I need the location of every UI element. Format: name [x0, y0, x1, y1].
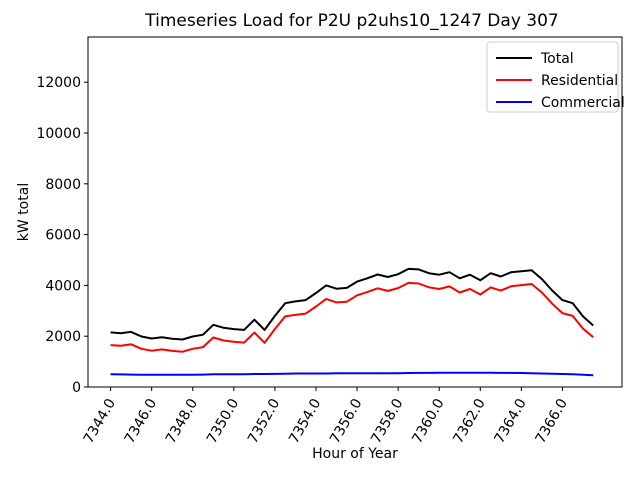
- legend-label-commercial: Commercial: [541, 95, 625, 111]
- x-tick-label: 7348.0: [163, 396, 201, 446]
- series-line-residential: [110, 281, 594, 353]
- x-tick-label: 7366.0: [533, 396, 571, 446]
- plot-frame: [87, 36, 623, 388]
- x-tick-label: 7362.0: [450, 396, 488, 446]
- chart-title: Timeseries Load for P2U p2uhs10_1247 Day…: [144, 11, 558, 31]
- x-tick-label: 7354.0: [286, 396, 324, 446]
- data-series: [110, 267, 594, 377]
- x-tick-label: 7358.0: [368, 396, 406, 446]
- y-tick-label: 0: [72, 380, 81, 396]
- x-tick-label: 7360.0: [409, 396, 447, 446]
- legend-box: [486, 41, 619, 113]
- x-axis-label: Hour of Year: [312, 446, 398, 462]
- y-tick-label: 10000: [36, 126, 81, 142]
- legend-label-total: Total: [540, 51, 574, 67]
- x-tick-label: 7344.0: [81, 396, 119, 446]
- legend-label-residential: Residential: [541, 73, 618, 89]
- x-tick-label: 7352.0: [245, 396, 283, 446]
- legend: Total Residential Commercial: [486, 41, 625, 113]
- y-tick-label: 12000: [36, 75, 81, 91]
- series-line-commercial: [110, 371, 594, 377]
- y-tick-label: 2000: [45, 329, 81, 345]
- series-line-total: [110, 267, 594, 341]
- x-tick-label: 7346.0: [122, 396, 160, 446]
- y-tick-label: 6000: [45, 228, 81, 244]
- axes-frame: [87, 36, 623, 388]
- y-axis-label: kW total: [16, 183, 32, 241]
- x-tick-label: 7350.0: [204, 396, 242, 446]
- x-tick-label: 7356.0: [327, 396, 365, 446]
- y-tick-label: 4000: [45, 278, 81, 294]
- x-tick-label: 7364.0: [491, 396, 529, 446]
- y-tick-label: 8000: [45, 177, 81, 193]
